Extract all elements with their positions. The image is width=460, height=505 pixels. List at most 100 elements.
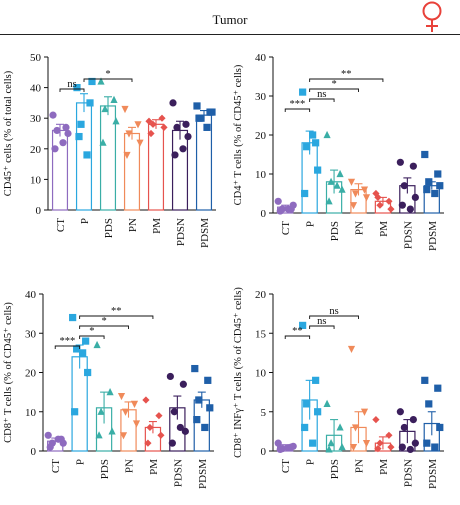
y-tick-label: 10 [30,174,42,186]
data-point-pdsm [434,170,442,178]
y-tick-label: 20 [25,368,37,380]
data-point-pm [387,205,395,213]
bar-pdsn [171,129,189,211]
data-point-pdsn [398,443,406,451]
significance-label: ns [317,316,326,327]
data-point-pn [362,440,371,448]
x-tick-label: PM [378,221,390,237]
data-point-pdsn [409,162,417,170]
significance-bracket [79,335,105,339]
y-tick-label: 30 [255,91,267,103]
y-tick-label: 50 [30,52,42,64]
chart-cd4: 0 10 20 30 40 CD4⁺ T cells (% of CD45⁺ cells)… [233,52,444,251]
data-point-pn [347,345,356,354]
y-tick-label: 30 [25,328,37,340]
y-tick-label: 0 [36,205,42,217]
data-point-pdsm [191,364,199,373]
data-point-p [83,151,91,159]
data-point-pdsn [171,151,179,159]
x-tick-label: PDS [329,459,341,479]
data-point-pdsm [193,416,201,424]
significance-label: *** [290,99,306,110]
significance-label: * [89,326,94,337]
data-point-pds [112,117,120,125]
bar-pn [123,132,141,211]
data-point-ct [54,435,62,443]
data-point-pm [147,129,155,138]
data-point-pdsm [423,439,431,447]
data-point-pds [101,104,109,113]
data-point-pdsn [411,193,419,201]
data-point-ct [62,123,70,131]
data-point-pdsn [173,123,181,131]
x-tick-label: PDS [329,221,341,241]
data-point-p [301,189,309,198]
data-point-ct [49,111,57,119]
bar-pds [99,105,117,211]
bar-pm [147,123,165,211]
data-point-pn [121,105,129,114]
data-point-pdsm [436,423,444,432]
data-point-ct [284,205,292,213]
data-point-pn [130,400,139,408]
data-point-pdsn [176,423,184,432]
data-point-p [88,77,96,86]
data-point-pn [134,121,142,129]
chart-panel-cd4: 0 10 20 30 40 CD4⁺ T cells (% of CD45⁺ cells)… [230,40,460,275]
significance-label: ** [111,306,122,317]
x-tick-label: PDSM [427,459,439,489]
data-point-pn [117,392,126,401]
data-point-ct [44,431,52,439]
data-point-p [314,408,322,416]
data-point-pdsn [184,132,192,141]
y-axis-label: CD8⁺ INFγ⁺ T cells (% of CD45⁺ cells) [233,287,244,458]
data-point-pds [97,407,105,415]
y-axis-label: CD4⁺ T cells (% of CD45⁺ cells) [233,64,244,205]
data-point-ct [284,444,292,452]
x-tick-label: CT [50,459,62,473]
x-tick-label: CT [280,221,292,235]
data-point-ct [276,445,284,454]
data-point-pm [385,197,393,205]
data-point-p [312,139,320,147]
data-point-pm [158,114,166,122]
significance-bracket [79,325,129,329]
data-point-pdsm [195,396,203,404]
y-tick-label: 0 [261,446,267,458]
significance-bracket [83,78,133,82]
data-point-pds [110,95,118,103]
y-tick-label: 20 [255,289,267,301]
significance-bracket [79,315,154,319]
data-point-pdsm [421,376,429,384]
significance-bracket [284,335,311,339]
data-point-pm [155,412,163,420]
significance-label: * [101,316,106,327]
data-point-pdsn [179,145,187,153]
x-tick-label: PN [354,221,366,235]
x-tick-label: P [79,218,91,224]
data-point-pds [325,445,333,453]
data-point-pds [99,138,107,146]
data-point-pdsn [400,182,408,190]
x-tick-label: CT [55,218,67,232]
data-point-pdsm [425,400,433,408]
x-tick-label: PDSN [172,459,184,487]
data-point-pdsn [168,439,176,447]
chart-cd45: 0 10 20 30 40 50 CD45⁺ cells (% of total cells… [3,52,216,248]
data-point-p [84,368,92,377]
data-point-pdsn [396,408,404,416]
data-point-ct [51,145,59,153]
data-point-ct [276,207,284,215]
y-tick-label: 40 [30,83,42,95]
x-tick-label: PDSM [197,459,209,489]
significance-label: * [105,69,110,80]
y-tick-label: 10 [255,169,267,181]
data-point-pm [385,431,393,439]
x-tick-label: PDS [99,459,111,479]
data-point-pn [349,202,358,210]
data-point-p [312,376,320,384]
data-point-pm [149,120,157,128]
significance-label: ** [341,69,352,80]
data-point-pdsm [434,384,442,392]
data-point-ct [59,439,67,447]
